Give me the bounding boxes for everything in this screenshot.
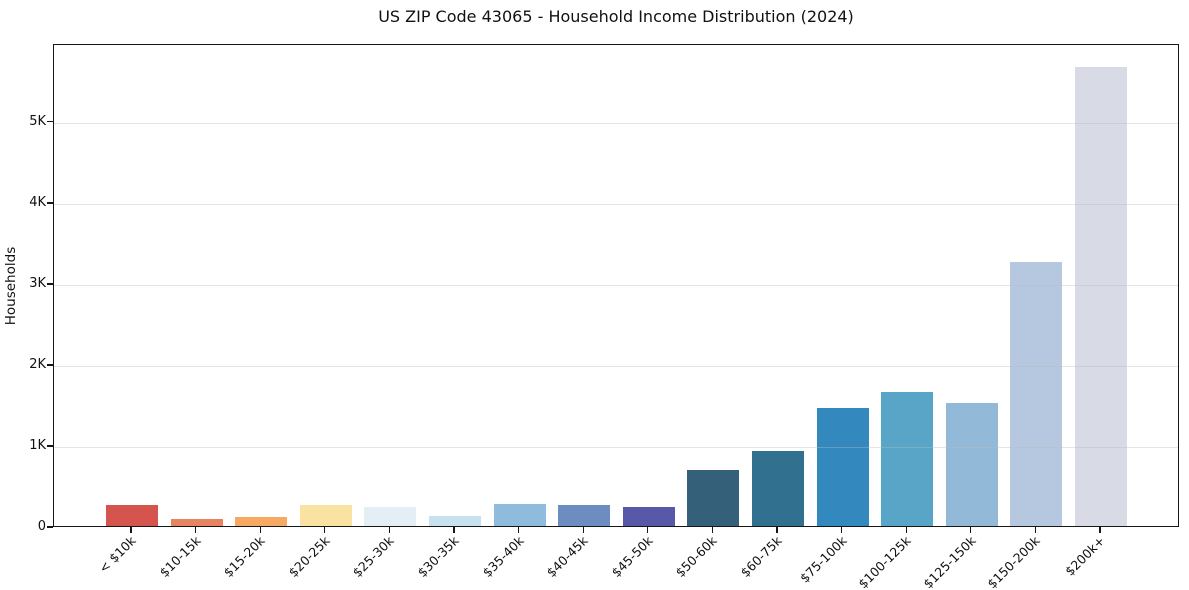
bar-$20-25k [299, 505, 352, 526]
y-tick-label: 1K [29, 437, 46, 453]
y-tick-mark [47, 364, 53, 366]
x-tick-mark [324, 527, 326, 533]
bar-$150-200k [1010, 262, 1063, 526]
bar-$50-60k [687, 470, 740, 526]
y-tick-label: 5K [29, 113, 46, 129]
bar-< $10k [106, 505, 158, 526]
x-tick-mark [517, 527, 520, 533]
x-tick-mark [259, 527, 261, 533]
x-tick-mark [776, 527, 778, 533]
y-tick-mark [47, 526, 53, 528]
x-tick-mark [1099, 527, 1101, 533]
x-tick-mark [130, 527, 132, 533]
x-tick-mark [388, 527, 391, 533]
gridline-5000 [54, 122, 1178, 124]
bar-$35-40k [493, 504, 546, 526]
gridline-3000 [54, 284, 1178, 287]
bar-$100-125k [881, 392, 934, 526]
gridline-1000 [54, 446, 1178, 449]
y-tick-mark [47, 202, 53, 204]
chart-title: US ZIP Code 43065 - Household Income Dis… [378, 7, 854, 26]
y-tick-mark [47, 283, 53, 285]
x-tick-mark [1034, 527, 1037, 533]
x-tick-mark [647, 527, 649, 533]
x-tick-mark [582, 527, 584, 533]
bar-$60-75k [752, 451, 804, 526]
y-tick-mark [47, 121, 53, 123]
y-tick-label: 0 [37, 519, 46, 534]
bar-$25-30k [364, 507, 417, 526]
bar-$75-100k [816, 408, 869, 526]
x-tick-label-< $10k: < $10k [95, 533, 139, 576]
bar-$15-20k [235, 517, 288, 526]
y-tick-label: 3K [29, 275, 46, 291]
x-tick-mark [970, 527, 972, 533]
bar-$125-150k [945, 403, 998, 526]
bar-$45-50k [622, 507, 675, 526]
x-tick-mark [453, 527, 455, 533]
y-tick-label: 2K [29, 356, 46, 372]
y-tick-mark [47, 445, 53, 447]
x-tick-mark [840, 527, 843, 533]
x-tick-mark [711, 527, 714, 533]
bar-$40-45k [558, 505, 611, 526]
x-tick-mark [194, 527, 197, 533]
bar-$10-15k [170, 519, 223, 526]
bar-$30-35k [429, 516, 481, 526]
plot-area [53, 44, 1179, 527]
y-tick-label: 4K [29, 194, 46, 210]
bar-$200k+ [1075, 67, 1127, 526]
gridline-2000 [54, 365, 1178, 368]
gridline-4000 [54, 203, 1178, 206]
x-tick-mark [905, 527, 907, 533]
